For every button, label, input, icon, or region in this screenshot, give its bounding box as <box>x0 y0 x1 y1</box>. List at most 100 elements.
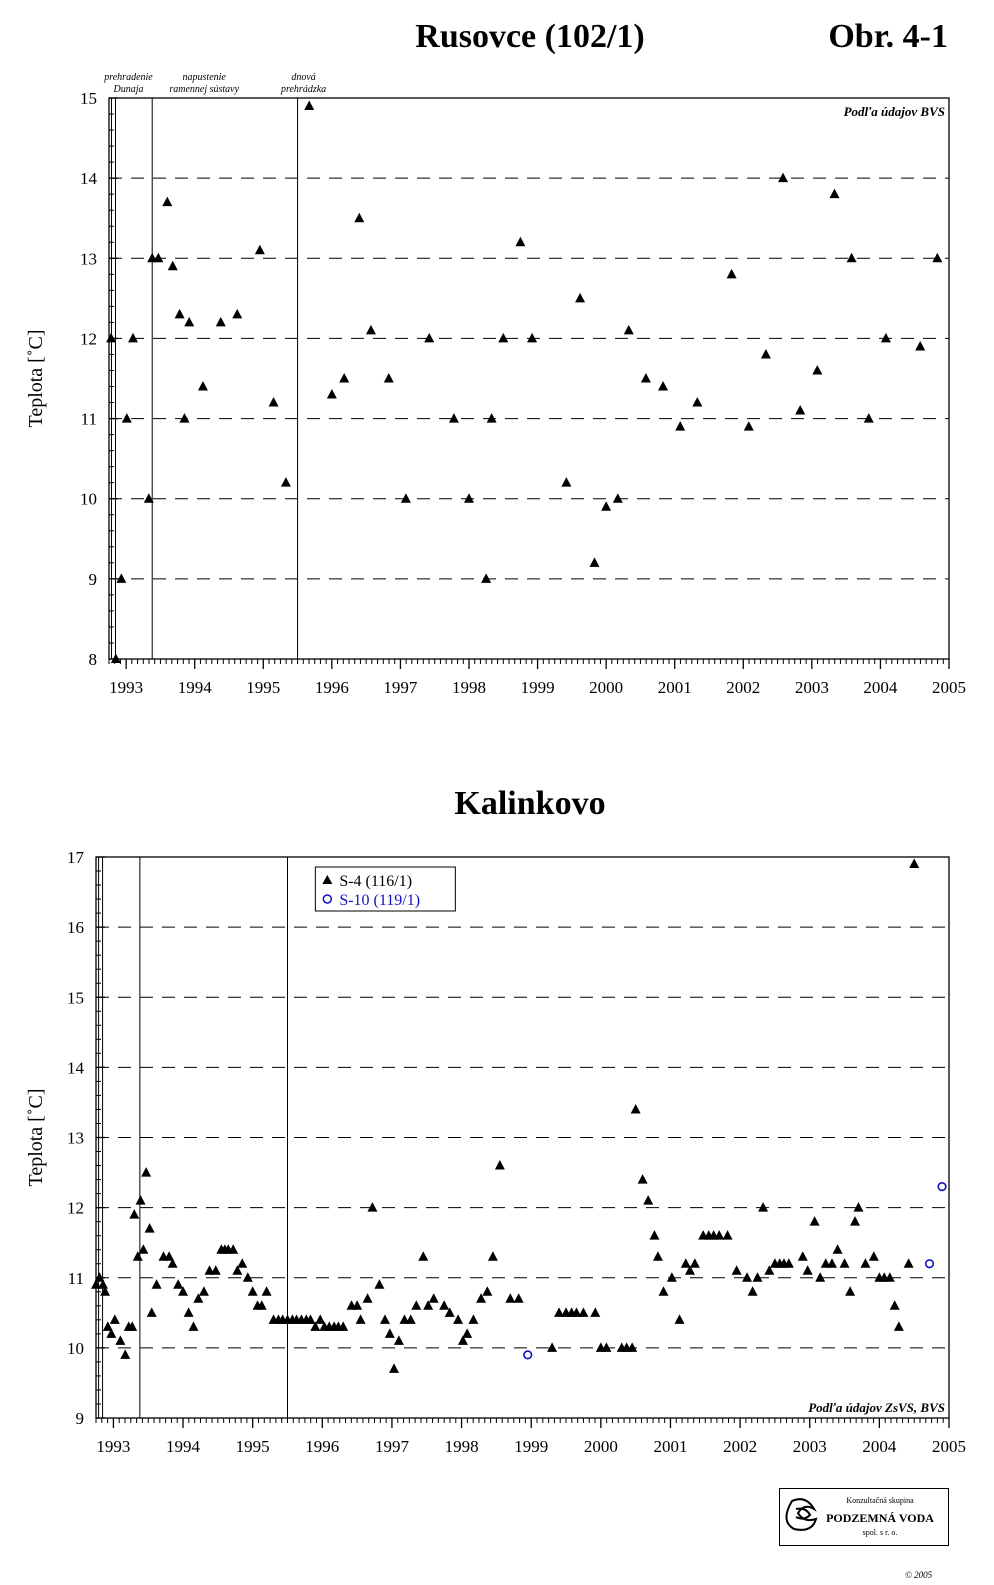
data-point <box>764 1265 775 1275</box>
data-point <box>880 332 891 343</box>
data-point <box>127 1321 138 1331</box>
data-point <box>393 1335 404 1345</box>
data-point <box>146 1307 157 1317</box>
data-point <box>689 1258 700 1268</box>
data-point <box>468 1314 479 1324</box>
data-point <box>627 1342 638 1352</box>
y-tick-label: 12 <box>67 1199 84 1218</box>
data-point <box>151 1279 162 1289</box>
data-point <box>115 1335 126 1345</box>
data-point <box>338 1321 349 1331</box>
x-tick-label: 2000 <box>589 678 623 697</box>
data-point <box>590 1307 601 1317</box>
data-point <box>374 1279 385 1289</box>
company-logo: Konzultačná skupina PODZEMNÁ VODA spol. … <box>779 1488 949 1546</box>
data-point <box>183 1307 194 1317</box>
data-point <box>121 413 132 423</box>
data-point <box>110 653 121 663</box>
data-point <box>666 1272 677 1282</box>
data-point <box>173 1279 184 1289</box>
data-point <box>797 1251 808 1261</box>
data-point <box>174 308 185 319</box>
data-point <box>439 1300 450 1310</box>
data-point <box>444 1307 455 1317</box>
data-point <box>494 1160 505 1170</box>
data-point <box>261 1286 272 1296</box>
data-point <box>247 1286 258 1296</box>
data-point <box>91 1279 101 1289</box>
data-point <box>726 268 737 279</box>
data-point <box>829 188 840 199</box>
data-point <box>237 1258 248 1268</box>
data-point <box>795 405 806 415</box>
data-point <box>167 1258 178 1268</box>
data-point <box>743 421 754 431</box>
x-tick-label: 1996 <box>315 678 349 697</box>
data-point <box>889 1300 900 1310</box>
data-point <box>232 308 243 319</box>
data-point <box>405 1314 416 1324</box>
data-point <box>561 477 572 487</box>
data-point <box>909 858 920 869</box>
data-point <box>924 1259 935 1269</box>
data-point <box>601 1342 612 1352</box>
data-point <box>383 373 394 383</box>
data-point <box>106 332 117 343</box>
data-point <box>138 1244 149 1254</box>
data-point <box>94 1272 105 1282</box>
data-point <box>411 1300 422 1310</box>
data-point <box>903 1258 914 1268</box>
data-point <box>601 501 612 511</box>
data-point <box>457 1335 468 1345</box>
data-point <box>731 1265 742 1275</box>
data-point <box>355 1314 366 1324</box>
chart-title-kalinkovo: Kalinkovo <box>454 785 606 822</box>
data-point <box>612 493 623 503</box>
data-point <box>453 1314 464 1324</box>
data-point <box>860 1258 871 1268</box>
data-point <box>120 1349 131 1359</box>
data-point <box>505 1293 516 1303</box>
data-point <box>310 1321 321 1331</box>
data-point <box>589 557 600 567</box>
data-point <box>129 1209 140 1219</box>
data-point <box>815 1272 826 1282</box>
data-point <box>389 1363 400 1373</box>
data-point <box>758 1202 769 1212</box>
data-point <box>315 1314 326 1324</box>
x-tick-label: 2000 <box>584 1437 618 1456</box>
data-point <box>575 292 586 303</box>
data-point <box>135 1195 146 1205</box>
y-tick-label: 11 <box>68 1269 84 1288</box>
x-tick-label: 2003 <box>793 1437 827 1456</box>
data-point <box>367 1202 378 1212</box>
y-tick-label: 13 <box>80 249 97 268</box>
data-point <box>832 1244 843 1254</box>
data-point <box>578 1307 589 1317</box>
y-axis-label: Teplota [˚C] <box>25 1088 47 1186</box>
data-point <box>423 1300 434 1310</box>
data-point <box>652 1251 663 1261</box>
data-point <box>482 1286 493 1296</box>
data-point <box>839 1258 850 1268</box>
data-point <box>742 1272 753 1282</box>
figure-label: Obr. 4-1 <box>828 18 948 55</box>
data-point <box>515 236 526 247</box>
data-point <box>268 397 279 407</box>
data-point <box>116 573 127 583</box>
data-point <box>424 332 435 343</box>
data-point <box>179 413 190 423</box>
data-point <box>362 1293 373 1303</box>
data-point <box>498 332 509 343</box>
data-point <box>256 1300 267 1310</box>
y-tick-label: 15 <box>80 89 97 108</box>
data-point <box>384 1328 395 1338</box>
data-point <box>352 1300 363 1310</box>
data-point <box>658 381 669 391</box>
x-tick-label: 1998 <box>452 678 486 697</box>
event-label: ramennej sústavy <box>169 84 239 95</box>
event-label: prehradenie <box>103 72 153 83</box>
data-point <box>476 1293 487 1303</box>
data-point <box>846 252 857 263</box>
data-point <box>649 1230 660 1240</box>
